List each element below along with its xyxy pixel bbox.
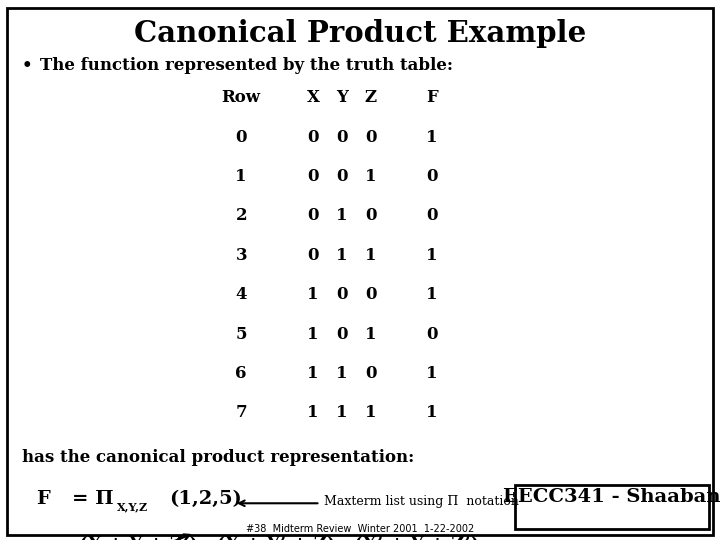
Text: 1: 1	[426, 247, 438, 264]
Text: Canonical Product Example: Canonical Product Example	[134, 19, 586, 48]
Text: 5: 5	[235, 326, 247, 342]
Text: 4: 4	[235, 286, 247, 303]
Text: 1: 1	[336, 207, 348, 224]
Text: 1: 1	[365, 168, 377, 185]
Text: 0: 0	[307, 129, 319, 145]
Text: = (X + Y + Z’) . (X + Y’ + Z) . (X’ + Y + Z’): = (X + Y + Z’) . (X + Y’ + Z) . (X’ + Y …	[58, 536, 479, 540]
Text: #38  Midterm Review  Winter 2001  1-22-2002: #38 Midterm Review Winter 2001 1-22-2002	[246, 523, 474, 534]
Text: 1: 1	[307, 404, 319, 421]
Text: 2: 2	[235, 207, 247, 224]
Text: 0: 0	[365, 365, 377, 382]
Text: 1: 1	[365, 404, 377, 421]
Text: Z: Z	[365, 89, 377, 106]
Text: 1: 1	[307, 286, 319, 303]
Text: 0: 0	[426, 326, 438, 342]
Text: 1: 1	[235, 168, 247, 185]
Text: 1: 1	[426, 365, 438, 382]
Text: 0: 0	[426, 207, 438, 224]
Text: 1: 1	[307, 365, 319, 382]
Text: has the canonical product representation:: has the canonical product representation…	[22, 449, 414, 466]
Text: 1: 1	[307, 326, 319, 342]
Text: 0: 0	[307, 168, 319, 185]
Text: 1: 1	[336, 365, 348, 382]
Text: 0: 0	[307, 207, 319, 224]
Text: 3: 3	[235, 247, 247, 264]
Text: X: X	[307, 89, 320, 106]
Text: Y: Y	[336, 89, 348, 106]
Text: 1: 1	[336, 247, 348, 264]
Text: 0: 0	[365, 207, 377, 224]
Text: Row: Row	[222, 89, 261, 106]
Text: F: F	[426, 89, 438, 106]
FancyBboxPatch shape	[515, 485, 709, 529]
Text: •: •	[22, 57, 32, 73]
Text: (1,2,5): (1,2,5)	[169, 490, 242, 508]
Text: 1: 1	[426, 286, 438, 303]
Text: 7: 7	[235, 404, 247, 421]
Text: Maxterm list using Π  notation: Maxterm list using Π notation	[324, 495, 519, 508]
Text: 0: 0	[365, 286, 377, 303]
Text: 0: 0	[336, 129, 348, 145]
Text: 0: 0	[336, 168, 348, 185]
Text: 1: 1	[365, 326, 377, 342]
Text: The function represented by the truth table:: The function represented by the truth ta…	[40, 57, 453, 73]
Text: 1: 1	[365, 247, 377, 264]
Text: F: F	[36, 490, 50, 508]
Text: 1: 1	[426, 404, 438, 421]
Text: EECC341 - Shaaban: EECC341 - Shaaban	[503, 488, 720, 505]
Text: 0: 0	[426, 168, 438, 185]
Text: 0: 0	[307, 247, 319, 264]
Text: X,Y,Z: X,Y,Z	[117, 502, 148, 512]
Text: 1: 1	[336, 404, 348, 421]
Text: 0: 0	[336, 326, 348, 342]
Text: 1: 1	[426, 129, 438, 145]
Text: 0: 0	[235, 129, 247, 145]
Text: = Π: = Π	[72, 490, 114, 508]
Text: 0: 0	[365, 129, 377, 145]
Text: 6: 6	[235, 365, 247, 382]
FancyBboxPatch shape	[7, 8, 713, 535]
Text: 0: 0	[336, 286, 348, 303]
